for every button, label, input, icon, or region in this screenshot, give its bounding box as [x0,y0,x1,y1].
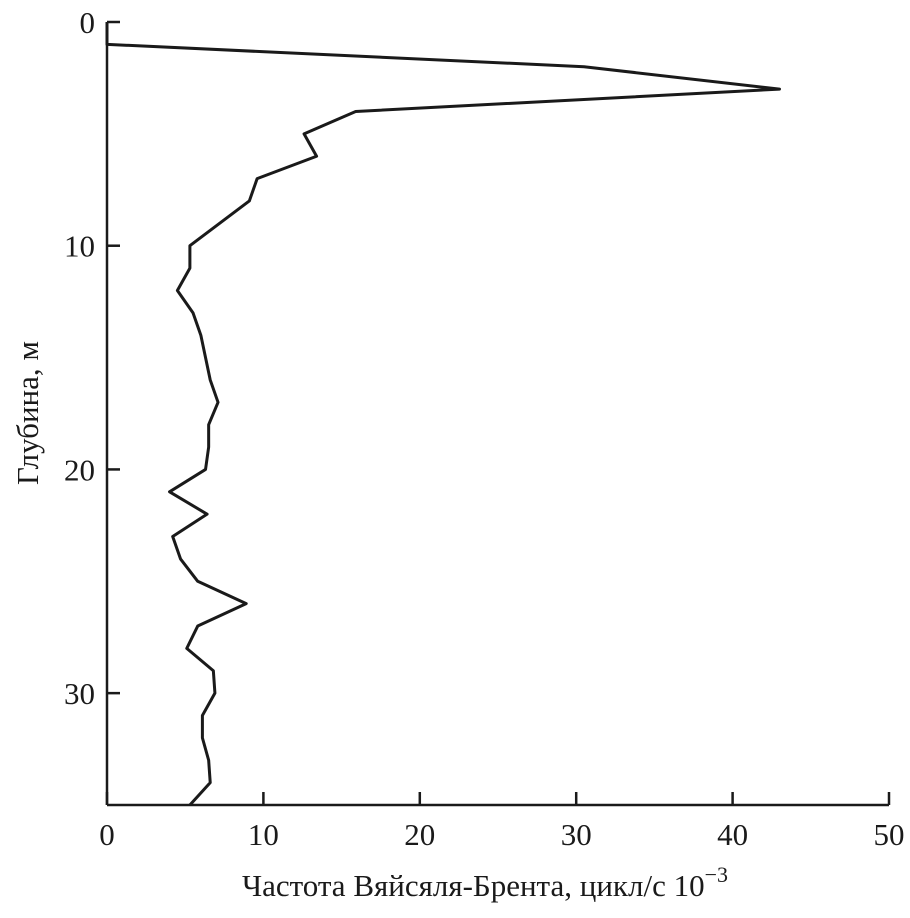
x-tick-label: 10 [248,817,279,852]
y-tick-label: 30 [64,676,95,711]
x-axis-label-exponent: −3 [705,862,728,887]
x-tick-label: 40 [717,817,748,852]
y-axis-label: Глубина, м [10,341,45,485]
profile-line [105,22,782,807]
x-tick-label: 0 [99,817,115,852]
y-tick-label: 20 [64,452,95,487]
x-axis-label-text: Частота Вяйсяля-Брента, цикл/с 10 [242,868,705,903]
x-tick-label: 30 [561,817,592,852]
y-tick-label: 0 [80,5,96,40]
y-tick-label: 10 [64,229,95,264]
x-axis-label: Частота Вяйсяля-Брента, цикл/с 10−3 [242,862,728,903]
x-tick-label: 50 [874,817,905,852]
x-tick-label: 20 [404,817,435,852]
